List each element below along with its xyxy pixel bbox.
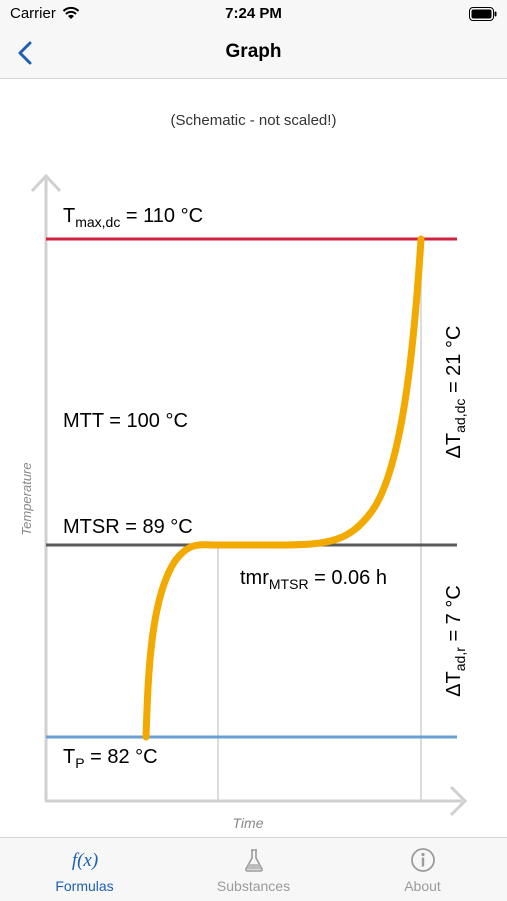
temperature-time-graph: Temperature Time Tmax,dc = 110 °C MTT = … <box>19 173 468 831</box>
status-bar: Carrier 7:24 PM <box>0 0 507 30</box>
tab-substances[interactable]: Substances <box>169 838 338 901</box>
x-axis-arrow <box>449 785 468 817</box>
graph-content: (Schematic - not scaled!) Temperature Ti… <box>0 79 507 837</box>
y-axis-arrow <box>30 173 62 193</box>
tmax-label: Tmax,dc = 110 °C <box>63 205 203 230</box>
mtsr-label: MTSR = 89 °C <box>63 516 193 538</box>
schematic-caption: (Schematic - not scaled!) <box>170 112 337 129</box>
tab-bar: f(x) Formulas Substances About <box>0 837 507 901</box>
carrier-label: Carrier <box>10 5 56 22</box>
info-icon <box>338 847 507 873</box>
tab-substances-label: Substances <box>216 878 291 894</box>
delta-t-ad-dc-label: ΔTad,dc = 21 °C <box>443 326 468 459</box>
x-axis-label: Time <box>233 815 264 831</box>
tab-formulas[interactable]: f(x) Formulas <box>0 838 169 901</box>
svg-text:f(x): f(x) <box>71 850 97 871</box>
wifi-icon <box>62 6 80 19</box>
page-title: Graph <box>225 41 282 62</box>
chevron-left-icon <box>18 41 32 65</box>
tab-about[interactable]: About <box>338 838 507 901</box>
tp-label: TP = 82 °C <box>63 746 158 771</box>
temperature-curve <box>142 235 425 741</box>
mtt-label: MTT = 100 °C <box>63 410 188 432</box>
y-axis-label: Temperature <box>19 462 34 535</box>
function-icon: f(x) <box>0 847 169 873</box>
back-button[interactable] <box>12 38 42 68</box>
tmr-label: tmrMTSR = 0.06 h <box>240 567 387 592</box>
flask-icon <box>169 847 338 873</box>
delta-t-ad-r-label: ΔTad,r = 7 °C <box>443 585 468 697</box>
navigation-bar: Graph <box>0 30 507 79</box>
status-time: 7:24 PM <box>225 5 282 22</box>
battery-icon <box>469 7 497 21</box>
tab-about-label: About <box>404 878 441 894</box>
tab-formulas-label: Formulas <box>55 878 114 894</box>
